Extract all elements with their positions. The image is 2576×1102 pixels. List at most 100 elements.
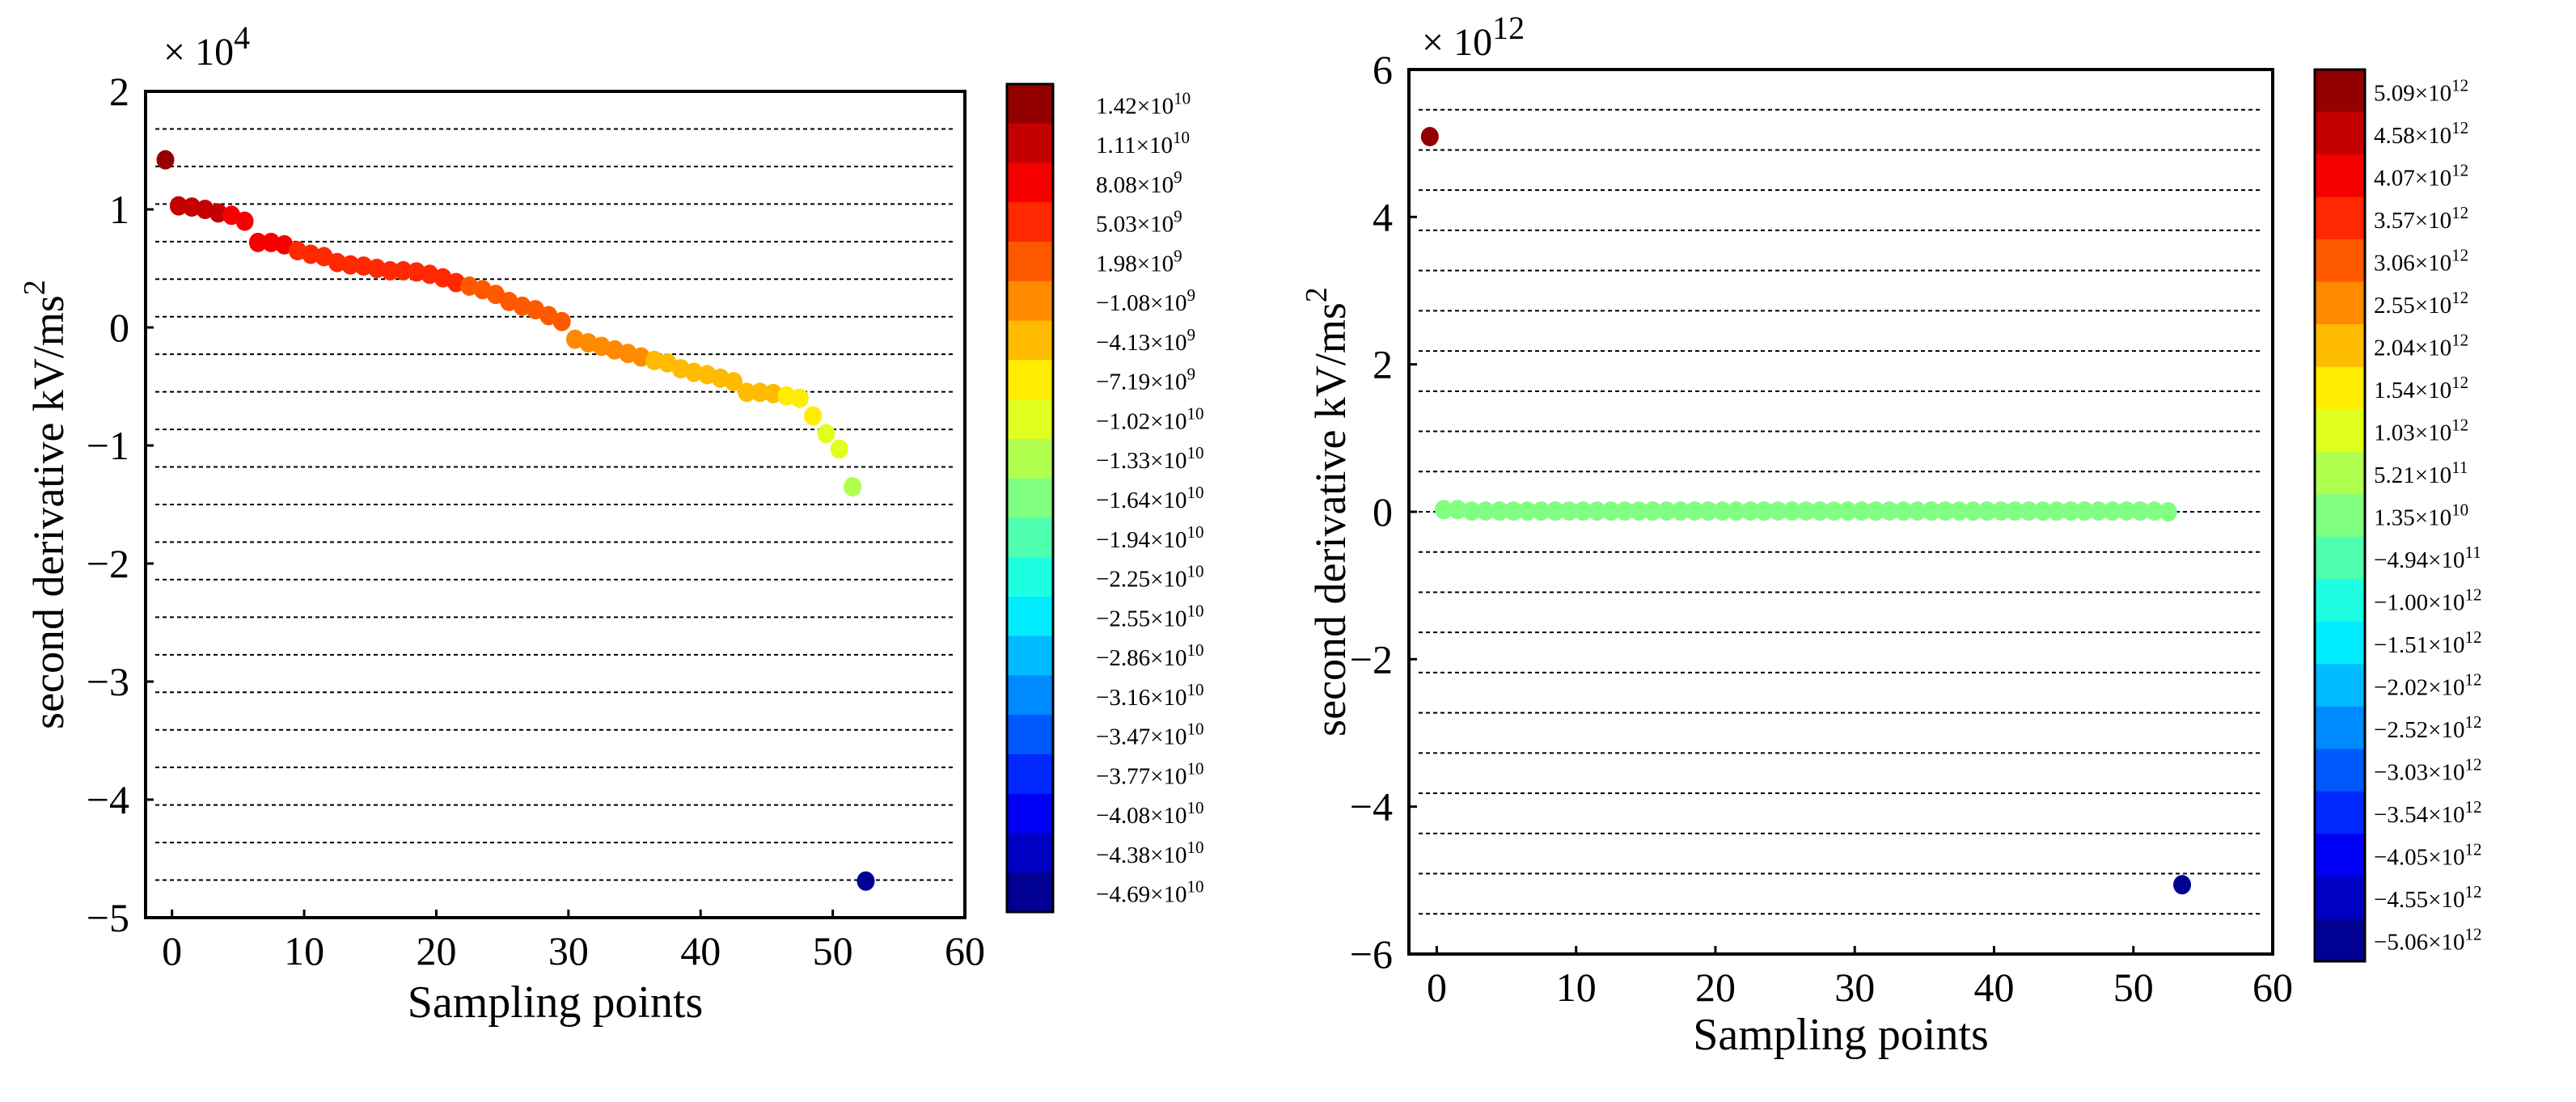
colorbar-tick-exponent: 9 [1186, 325, 1195, 344]
data-point [844, 477, 862, 497]
colorbar-segment [2315, 196, 2365, 240]
y-axis-title-exponent: 2 [18, 280, 52, 295]
colorbar-segment [2315, 621, 2365, 665]
data-point [1476, 501, 1495, 521]
colorbar-tick-exponent: 10 [1186, 720, 1203, 739]
colorbar-segment [1007, 557, 1053, 597]
colorbar-tick-label: 1.54×1012 [2374, 373, 2468, 403]
colorbar-tick-mantissa: 1.42×10 [1096, 93, 1174, 119]
colorbar-tick-exponent: 9 [1174, 167, 1182, 187]
colorbar-tick-mantissa: −1.33×10 [1096, 448, 1186, 474]
colorbar-tick-exponent: 10 [2451, 500, 2468, 520]
data-point [1449, 500, 1467, 520]
data-point [235, 211, 254, 231]
colorbar-segment [1007, 202, 1053, 243]
data-point [2117, 501, 2136, 521]
colorbar-tick-mantissa: 1.03×10 [2374, 420, 2451, 445]
y-tick-label: 1 [109, 187, 129, 232]
colorbar-tick-exponent: 12 [2464, 712, 2481, 732]
data-point [1838, 501, 1857, 521]
colorbar-tick-mantissa: 4.58×10 [2374, 123, 2451, 149]
data-point [1783, 501, 1801, 521]
colorbar-tick-label: −2.02×1012 [2374, 670, 2481, 701]
data-point [552, 311, 571, 331]
y-multiplier: × 104 [163, 19, 250, 74]
colorbar-segment [2315, 112, 2365, 155]
data-point [169, 196, 188, 216]
colorbar-tick-mantissa: −3.16×10 [1096, 685, 1186, 711]
colorbar-tick-mantissa: 8.08×10 [1096, 172, 1174, 198]
x-tick-label: 30 [548, 928, 589, 973]
colorbar-segment [2315, 918, 2365, 962]
data-point [1504, 501, 1523, 521]
data-point [248, 232, 267, 252]
colorbar-tick-label: −1.02×1010 [1096, 403, 1203, 434]
colorbar-tick-exponent: 12 [2451, 373, 2468, 392]
data-point [2006, 501, 2024, 521]
y-tick-label: 4 [1373, 194, 1393, 239]
data-point [1616, 501, 1634, 521]
data-point [1867, 501, 1885, 521]
data-point [1936, 501, 1955, 521]
colorbar-segment [2315, 494, 2365, 538]
x-tick-label: 60 [945, 928, 985, 973]
colorbar-tick-mantissa: 3.06×10 [2374, 250, 2451, 276]
colorbar-tick-exponent: 10 [1186, 877, 1203, 897]
data-point [354, 256, 373, 277]
colorbar-tick-mantissa: 2.04×10 [2374, 335, 2451, 361]
data-point [2131, 501, 2150, 521]
data-point [1699, 501, 1718, 521]
data-point [2048, 501, 2066, 521]
colorbar-tick-label: −1.33×1010 [1096, 443, 1203, 474]
data-point [367, 259, 386, 278]
colorbar-segment [2315, 324, 2365, 368]
data-point [209, 203, 227, 223]
y-tick-label: 6 [1373, 47, 1393, 92]
colorbar-tick-label: 5.09×1012 [2374, 75, 2468, 106]
colorbar-segment [1007, 517, 1053, 558]
data-point [1852, 501, 1871, 521]
colorbar-segment [1007, 399, 1053, 440]
colorbar-tick-label: −3.54×1012 [2374, 797, 2481, 828]
y-tick-label: 0 [1373, 489, 1393, 534]
data-point [1713, 501, 1732, 521]
colorbar-tick-label: −4.69×1010 [1096, 877, 1203, 908]
colorbar-tick-label: 1.35×1010 [2374, 500, 2468, 531]
colorbar-tick-mantissa: −2.55×10 [1096, 606, 1186, 631]
colorbar-tick-mantissa: −4.13×10 [1096, 330, 1186, 356]
colorbar-segment [1007, 163, 1053, 203]
x-tick-label: 0 [162, 928, 182, 973]
chart-1: 0 10 20 30 40 50 60 −5 −4 −3 −2 −1 0 1 2 Sampling point… [18, 19, 1203, 1028]
x-axis-title: Sampling points [1693, 1010, 1989, 1060]
data-point [2020, 501, 2038, 521]
data-point [1964, 501, 1982, 521]
data-point [1755, 501, 1774, 521]
colorbar-tick-label: 5.21×1011 [2374, 458, 2468, 488]
colorbar-tick-exponent: 11 [2451, 458, 2468, 477]
colorbar-tick-exponent: 10 [1186, 838, 1203, 857]
colorbar-tick-mantissa: −2.86×10 [1096, 645, 1186, 671]
colorbar-segment [2315, 876, 2365, 920]
colorbar-tick-mantissa: 1.54×10 [2374, 378, 2451, 403]
colorbar-tick-mantissa: 1.11×10 [1096, 133, 1173, 158]
colorbar-tick-mantissa: −1.02×10 [1096, 408, 1186, 434]
data-point [1532, 501, 1550, 521]
colorbar-tick-label: 2.04×1012 [2374, 330, 2468, 361]
y-multiplier-exponent: 4 [234, 19, 250, 56]
colorbar-tick-exponent: 10 [1186, 680, 1203, 699]
colorbar-segment [1007, 715, 1053, 755]
colorbar-tick-exponent: 12 [2464, 627, 2481, 647]
colorbar-tick-mantissa: −3.47×10 [1096, 724, 1186, 750]
y-tick-label: −4 [87, 777, 129, 822]
colorbar-tick-mantissa: 4.07×10 [2374, 165, 2451, 191]
data-point [1796, 501, 1815, 521]
x-tick-label: 60 [2252, 965, 2293, 1010]
colorbar-tick-label: −2.52×1012 [2374, 712, 2481, 743]
colorbar-tick-exponent: 10 [1186, 640, 1203, 660]
data-point [1908, 501, 1927, 521]
data-point [381, 260, 400, 281]
colorbar-tick-label: −3.77×1010 [1096, 758, 1203, 789]
x-tick-label: 50 [2113, 965, 2154, 1010]
data-point [2089, 501, 2108, 521]
